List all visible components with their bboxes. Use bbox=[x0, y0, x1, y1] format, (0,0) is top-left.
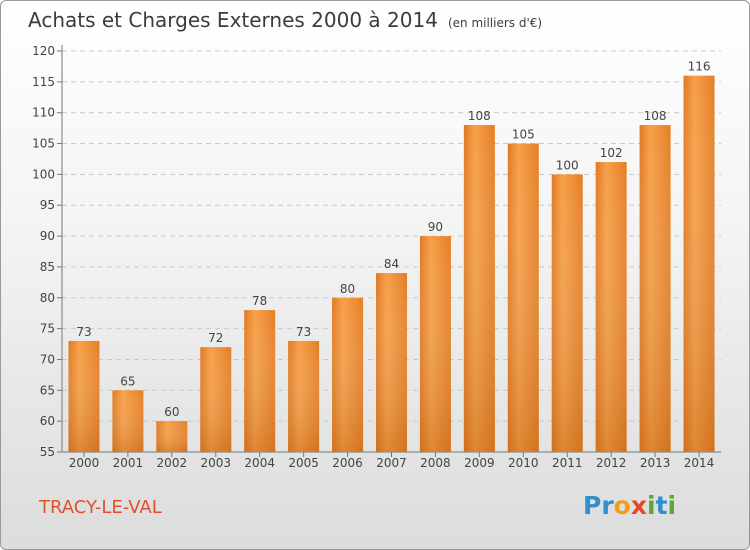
data-label-2013: 108 bbox=[644, 109, 667, 123]
y-tick-label: 80 bbox=[40, 291, 55, 305]
x-tick-label: 2008 bbox=[420, 456, 451, 470]
y-tick-label: 75 bbox=[40, 322, 55, 336]
x-tick-label: 2009 bbox=[464, 456, 495, 470]
x-tick-label: 2006 bbox=[332, 456, 363, 470]
chart-title-text: Achats et Charges Externes 2000 à 2014 bbox=[28, 8, 438, 32]
chart-title: Achats et Charges Externes 2000 à 2014 (e… bbox=[28, 8, 542, 32]
chart-subtitle: (en milliers d'€) bbox=[447, 16, 543, 30]
bar-shade-2004 bbox=[244, 310, 276, 452]
data-label-2000: 73 bbox=[76, 325, 91, 339]
bar-shade-2000 bbox=[68, 340, 100, 452]
logo-letter: P bbox=[583, 491, 602, 520]
y-tick-label: 100 bbox=[32, 167, 55, 181]
data-label-2007: 84 bbox=[384, 257, 399, 271]
x-tick-label: 2014 bbox=[684, 456, 715, 470]
commune-name: TRACY-LE-VAL bbox=[39, 497, 162, 518]
y-tick-label: 85 bbox=[40, 260, 55, 274]
x-tick-label: 2005 bbox=[288, 456, 319, 470]
data-label-2001: 65 bbox=[120, 374, 135, 388]
y-tick-label: 115 bbox=[32, 75, 55, 89]
data-labels: 73 65 60 72 78 73 80 84 90 108 105 100 102 108 116 bbox=[76, 60, 710, 419]
data-label-2014: 116 bbox=[688, 60, 711, 74]
bar-shade-2008 bbox=[419, 236, 451, 452]
y-tick-label: 120 bbox=[32, 44, 55, 58]
data-label-2003: 72 bbox=[208, 331, 223, 345]
data-label-2002: 60 bbox=[164, 405, 179, 419]
bar-shade-2002 bbox=[156, 421, 188, 452]
y-tick-label: 55 bbox=[40, 445, 55, 459]
logo-letter: r bbox=[601, 491, 614, 520]
data-label-2006: 80 bbox=[340, 282, 355, 296]
data-label-2011: 100 bbox=[556, 158, 579, 172]
bar-shade-2007 bbox=[376, 273, 407, 452]
bar-shade-2005 bbox=[288, 340, 320, 452]
data-label-2009: 108 bbox=[468, 109, 491, 123]
y-tick-label: 60 bbox=[40, 414, 55, 428]
y-tick-label: 65 bbox=[40, 383, 55, 397]
x-tick-label: 2010 bbox=[508, 456, 539, 470]
x-tick-label: 2007 bbox=[376, 456, 407, 470]
y-tick-label: 95 bbox=[40, 198, 55, 212]
x-tick-label: 2002 bbox=[157, 456, 188, 470]
x-tick-label: 2011 bbox=[552, 456, 583, 470]
x-tick-label: 2013 bbox=[640, 456, 671, 470]
y-tick-label: 90 bbox=[40, 229, 55, 243]
axes: 55 60 65 70 75 80 85 90 95 100 105 110 115 120 2000 200… bbox=[32, 44, 721, 470]
logo-letter: t bbox=[655, 491, 668, 520]
y-tick-label: 70 bbox=[40, 352, 55, 366]
bar-shade-2009 bbox=[463, 125, 495, 453]
y-tick-label: 110 bbox=[32, 106, 55, 120]
x-tick-label: 2001 bbox=[113, 456, 144, 470]
bar-shade-2011 bbox=[551, 174, 583, 452]
data-label-2004: 78 bbox=[252, 294, 267, 308]
logo-letter: i bbox=[667, 491, 677, 520]
bar-shade-2006 bbox=[332, 297, 364, 452]
logo-letter: i bbox=[647, 491, 656, 520]
bar-shade-2013 bbox=[639, 125, 671, 453]
bar-shade-2001 bbox=[112, 390, 144, 452]
data-label-2010: 105 bbox=[512, 128, 535, 142]
bar-shade-2003 bbox=[200, 347, 232, 452]
bar-shade-2012 bbox=[595, 162, 627, 453]
x-tick-label: 2003 bbox=[200, 456, 231, 470]
y-tick-label: 105 bbox=[32, 137, 55, 151]
data-label-2012: 102 bbox=[600, 146, 623, 160]
data-label-2005: 73 bbox=[296, 325, 311, 339]
x-tick-label: 2012 bbox=[596, 456, 627, 470]
bars bbox=[68, 75, 715, 453]
logo-letter: x bbox=[630, 491, 647, 520]
data-label-2008: 90 bbox=[428, 220, 443, 234]
bar-shade-2014 bbox=[683, 75, 715, 452]
x-tick-label: 2000 bbox=[69, 456, 100, 470]
logo-letter: o bbox=[613, 491, 631, 520]
bar-shade-2010 bbox=[507, 143, 539, 453]
proxiti-logo[interactable]: Proxiti bbox=[583, 491, 676, 520]
x-tick-label: 2004 bbox=[244, 456, 275, 470]
